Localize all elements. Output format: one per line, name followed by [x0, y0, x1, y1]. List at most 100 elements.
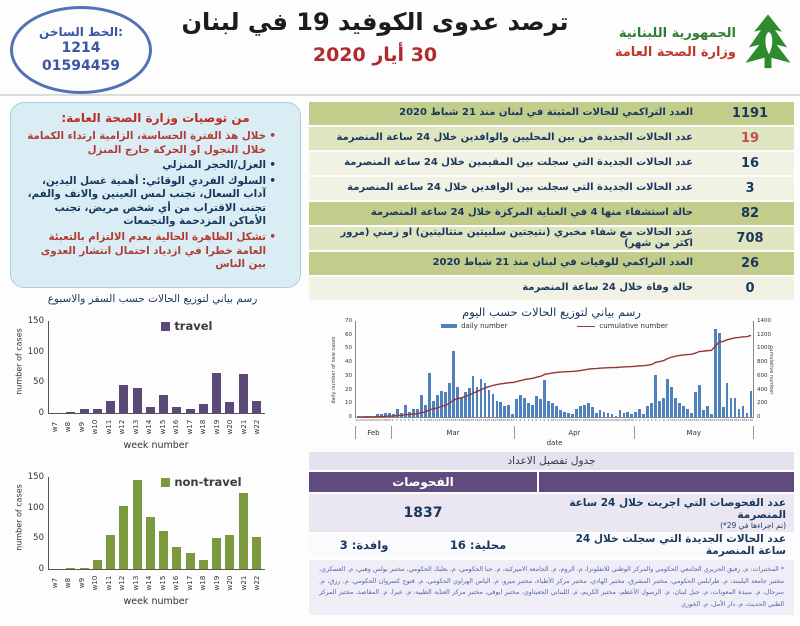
day-tick-label: 18 — [582, 418, 587, 422]
day-tick-label: 14 — [442, 418, 447, 422]
travel-chart: number of cases 0 50 100 150 travel w7 w8 w9 w… — [0, 309, 305, 455]
month-label: Feb — [355, 426, 391, 439]
bar — [674, 397, 677, 417]
bar — [626, 411, 630, 417]
day-tick-label: 15 — [689, 418, 694, 422]
day-tick-label: 22 — [717, 418, 722, 422]
day-tick-label: 30 — [506, 418, 511, 422]
day-tick-label: 10 — [669, 418, 674, 422]
day-tick-label: 8 — [419, 418, 422, 422]
day-tick-label: 23 — [363, 418, 367, 422]
bar — [66, 568, 76, 569]
stats-row: عدد الحالات مع شفاء مخبري (نتيجتين سلبيت… — [309, 227, 794, 250]
x-tick: w20 — [224, 571, 238, 595]
labs-footnote: * المختبرات: م. رفيق الحريري الجامعي الح… — [309, 560, 794, 615]
travel-legend-swatch — [161, 321, 171, 331]
bar — [198, 560, 208, 569]
day-tick-label: 2 — [395, 418, 398, 422]
x-tick: w14 — [143, 571, 157, 595]
day-tick-label: 22 — [359, 418, 363, 422]
day-tick-label: 23 — [602, 418, 606, 422]
day-tick-label: 20 — [709, 418, 714, 422]
daily-left-tick: 0 — [348, 414, 353, 420]
daily-right-tick: 400 — [757, 386, 768, 393]
bar — [646, 406, 650, 417]
x-tick-label: w12 — [118, 575, 127, 591]
day-tick-label: 26 — [614, 418, 618, 422]
x-tick: w16 — [170, 571, 184, 595]
x-tick-label: w15 — [158, 575, 167, 591]
non-travel-plot-area: 0 50 100 150 non-travel — [28, 472, 265, 574]
bar — [515, 399, 519, 417]
day-tick-label: 21 — [594, 418, 598, 422]
stats-row-label: حالة وفاة خلال 24 ساعة المنصرمة — [522, 282, 693, 294]
hotline-badge: الخط الساخن: 1214 01594459 — [10, 6, 152, 94]
y-tick-label: 100 — [27, 502, 44, 513]
travel-y-axis-label: number of cases — [14, 328, 24, 395]
bar — [531, 404, 534, 417]
daily-legend: daily number cumulative number — [356, 322, 753, 330]
day-tick-label: 29 — [626, 418, 630, 422]
day-tick-label: 15 — [446, 418, 451, 422]
weekly-charts-title: رسم بياني لتوزيع الحالات حسب السفر والاس… — [47, 293, 258, 305]
bar — [447, 382, 451, 417]
x-tick-label: w8 — [64, 421, 73, 433]
day-tick-label: 6 — [654, 418, 657, 422]
cumulative-line-swatch — [577, 325, 596, 327]
daily-right-axis-label: cumulative number — [768, 345, 774, 395]
bar — [212, 373, 222, 413]
x-tick-label: w11 — [104, 419, 113, 435]
x-tick: w9 — [75, 571, 89, 595]
day-tick-label: 13 — [562, 418, 567, 422]
x-tick: w15 — [156, 571, 170, 595]
x-tick: w21 — [237, 415, 251, 439]
tests-count-desc: عدد الفحوصات التي اجريت خلال 24 ساعة الم… — [539, 494, 794, 532]
bar — [66, 412, 76, 413]
bar — [670, 386, 673, 417]
travel-plot-area: 0 50 100 150 travel — [28, 316, 265, 418]
x-tick-label: w7 — [50, 577, 59, 589]
hotline-number-long: 01594459 — [42, 57, 120, 74]
x-tick-label: w13 — [131, 575, 140, 591]
bar — [559, 410, 562, 417]
day-tick-label: 27 — [494, 418, 499, 422]
x-tick: w22 — [251, 571, 265, 595]
bar — [574, 408, 578, 417]
daily-right-tick: 1000 — [757, 345, 771, 352]
day-tick-label: 21 — [713, 418, 718, 422]
x-tick-label: w11 — [104, 575, 113, 591]
bar — [586, 403, 590, 417]
stats-row-label: عدد الحالات الجديدة التي سجلت بين المقيم… — [344, 157, 693, 169]
bar — [198, 403, 208, 413]
stats-row-value: 82 — [740, 206, 760, 221]
y-tick-label: 0 — [38, 564, 44, 574]
day-tick-label: 27 — [378, 418, 383, 422]
bar — [535, 396, 538, 417]
x-tick-label: w13 — [131, 419, 140, 435]
right-column: العدد التراكمي للحالات المثبتة في لبنان … — [305, 96, 800, 626]
bar — [424, 404, 427, 417]
title-block: ترصد عدوى الكوفيد 19 في لبنان 30 أيار 20… — [158, 8, 592, 66]
x-tick: w16 — [170, 415, 184, 439]
x-tick: w13 — [129, 571, 143, 595]
day-tick-label: 5 — [531, 418, 534, 422]
daily-bar-label: daily number — [461, 322, 508, 330]
bar — [682, 406, 685, 417]
bar — [225, 401, 235, 413]
bar — [106, 400, 116, 413]
daily-bars — [356, 321, 753, 417]
day-tick-label: 10 — [426, 418, 431, 422]
recommendations-panel: من توصيات وزارة الصحة العامة: خلال هذ ال… — [10, 102, 301, 288]
bar — [132, 388, 142, 413]
bar — [578, 406, 582, 417]
day-tick-label: 16 — [574, 418, 579, 422]
daily-right-tick: 1200 — [757, 331, 771, 338]
bar — [251, 401, 261, 413]
bar — [471, 375, 475, 417]
daily-left-tick: 50 — [345, 345, 352, 352]
non-travel-y-axis-label: number of cases — [14, 484, 24, 551]
x-tick: w18 — [197, 571, 211, 595]
bar — [527, 403, 531, 417]
bar — [705, 406, 709, 417]
